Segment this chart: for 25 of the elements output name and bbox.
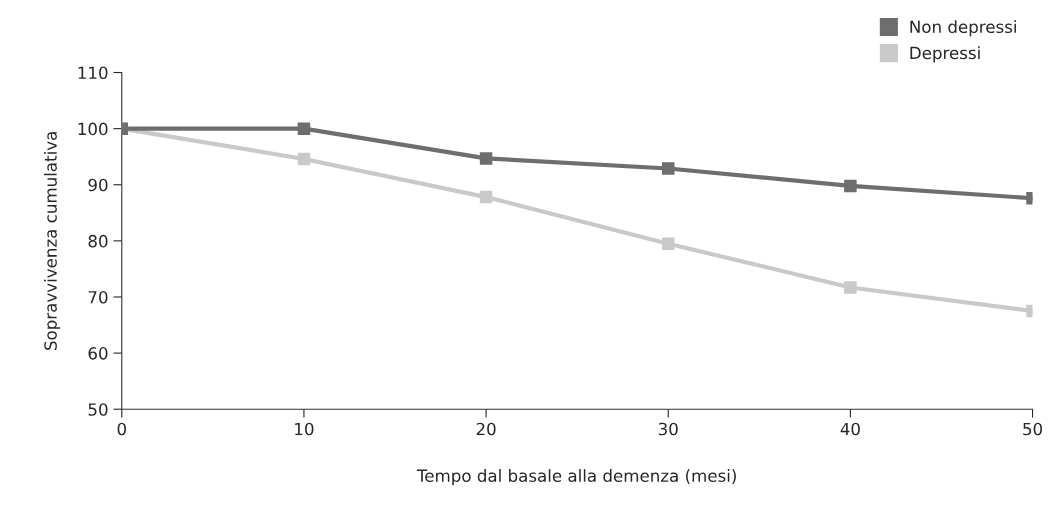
point bbox=[844, 281, 857, 294]
x-tick-label: 30 bbox=[658, 422, 678, 436]
legend-label: Non depressi bbox=[910, 20, 1016, 37]
y-tick-label: 80 bbox=[88, 234, 108, 248]
point bbox=[844, 179, 857, 193]
x-axis-title: Tempo dal basale alla demenza (mesi) bbox=[416, 469, 736, 486]
x-tick-label: 50 bbox=[1023, 422, 1043, 436]
point bbox=[661, 162, 675, 175]
x-tick-label: 20 bbox=[476, 422, 496, 436]
y-tick-label: 90 bbox=[88, 178, 108, 192]
legend-label: Depressi bbox=[910, 46, 980, 63]
y-tick-label: 50 bbox=[88, 403, 108, 416]
x-tick-label: 0 bbox=[117, 422, 126, 436]
point bbox=[479, 190, 493, 204]
point bbox=[479, 152, 493, 165]
point bbox=[297, 122, 311, 135]
y-tick-label: 70 bbox=[88, 290, 108, 304]
x-tick-label: 40 bbox=[840, 422, 860, 436]
y-axis-title: Sopravvivenza cumulativa bbox=[43, 132, 61, 350]
x-tick-label: 10 bbox=[295, 422, 314, 436]
y-tick-label: 60 bbox=[88, 347, 108, 360]
y-tick-label: 110 bbox=[78, 66, 108, 80]
point bbox=[661, 237, 675, 250]
y-tick-label: 100 bbox=[78, 122, 108, 136]
point bbox=[297, 152, 311, 166]
